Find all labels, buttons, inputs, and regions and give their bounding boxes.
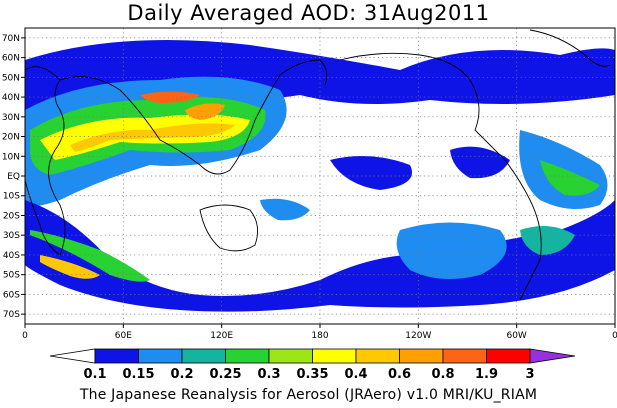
colorbar-swatch [181,348,226,364]
colorbar-label: 0.2 [170,367,193,382]
colorbar-swatch [268,348,313,364]
colorbar-swatch [312,348,357,364]
graticule [25,28,615,324]
lon-label: 60W [506,331,526,341]
colorbar-label: 0.15 [122,367,154,382]
colorbar-label: 0.8 [431,367,454,382]
lat-label: EQ [7,172,20,182]
lat-label: 20S [3,211,20,221]
lat-label: 20N [2,133,20,143]
lat-label: 70N [2,34,20,44]
lon-label: 120W [405,331,431,341]
colorbar-swatch [94,348,139,364]
colorbar-label: 0.25 [209,367,241,382]
lat-label: 30N [2,113,20,123]
colorbar-label: 0.1 [83,367,106,382]
colorbar-swatch [49,348,96,364]
colorbar-swatch [486,348,531,364]
colorbar-swatch [138,348,183,364]
lat-label: 70S [3,310,20,320]
longitude-labels: 0 60E 120E 180 120W 60W 0 [22,331,617,341]
lat-label: 50N [2,73,20,83]
map-title: Daily Averaged AOD: 31Aug2011 [127,1,490,25]
lon-label: 0 [612,331,617,341]
colorbar-label: 3 [525,367,534,382]
colorbar [49,348,576,364]
lon-label: 180 [311,331,328,341]
colorbar-label: 0.3 [257,367,280,382]
lat-label: 60S [3,290,20,300]
colorbar-label: 0.4 [344,367,367,382]
lat-label: 10N [2,152,20,162]
colorbar-swatch [442,348,487,364]
colorbar-label: 0.35 [296,367,328,382]
colorbar-swatch [399,348,444,364]
lat-label: 40N [2,93,20,103]
lat-label: 60N [2,54,20,64]
footer-credit: The Japanese Reanalysis for Aerosol (JRA… [79,387,538,403]
lon-label: 0 [22,331,28,341]
lat-label: 50S [3,271,20,281]
colorbar-swatch [355,348,400,364]
lat-label: 10S [3,192,20,202]
lat-label: 40S [3,251,20,261]
lat-label: 30S [3,231,20,241]
axis-ticks [21,37,616,328]
lon-label: 120E [210,331,233,341]
colorbar-swatch [225,348,270,364]
colorbar-swatch [529,348,576,364]
colorbar-labels: 0.1 0.15 0.2 0.25 0.3 0.35 0.4 0.6 0.8 1.9 3 [83,367,534,382]
colorbar-label: 0.6 [388,367,411,382]
colorbar-label: 1.9 [475,367,498,382]
coastlines [25,29,611,301]
latitude-labels: 70N 60N 50N 40N 30N 20N 10N EQ 10S 20S 30S 40S 50S 60… [2,34,20,320]
lon-label: 60E [115,331,132,341]
